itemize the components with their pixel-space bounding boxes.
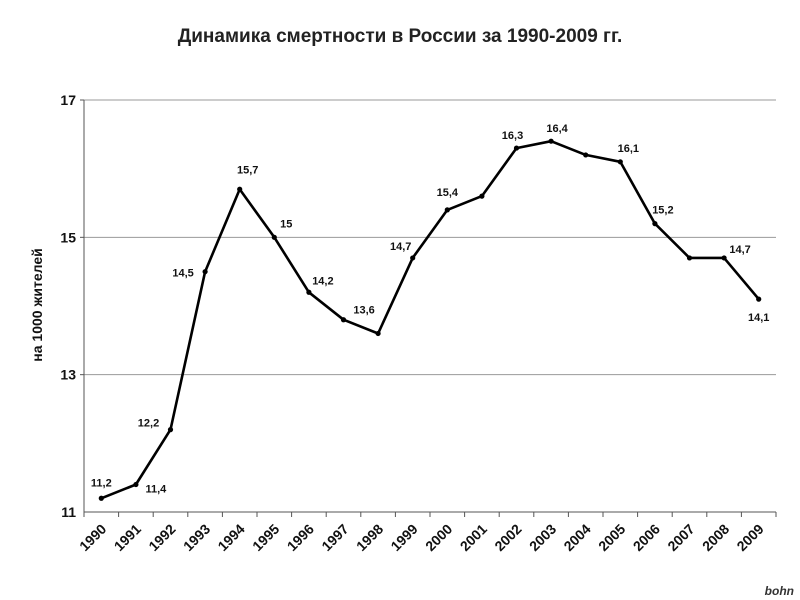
x-tick-label: 1999: [387, 521, 420, 554]
x-tick-label: 1994: [214, 521, 247, 554]
data-point: [133, 481, 139, 488]
x-tick-label: 2007: [664, 521, 697, 554]
x-tick-label: 1997: [318, 521, 351, 554]
data-point: [583, 152, 589, 158]
data-label: 15,7: [237, 164, 258, 176]
y-tick-label: 13: [60, 367, 76, 383]
x-tick-label: 1993: [180, 521, 213, 554]
data-label: 14,7: [390, 241, 411, 253]
data-point: [444, 207, 450, 213]
x-tick-label: 1996: [284, 521, 317, 554]
x-tick-label: 2002: [491, 521, 524, 554]
y-tick-labels: 11 13 15 17: [60, 92, 76, 520]
watermark: bohn: [764, 584, 794, 598]
x-tick-label: 2004: [560, 521, 593, 554]
x-tick-label: 1995: [249, 521, 282, 554]
data-point: [756, 296, 762, 302]
x-tick-label: 2009: [733, 521, 766, 554]
data-point: [306, 289, 312, 295]
data-label: 15,4: [437, 187, 459, 199]
x-tick-label: 2001: [457, 521, 490, 554]
y-tick-label: 11: [61, 504, 76, 520]
data-point: [652, 221, 658, 227]
data-point: [202, 269, 208, 275]
x-tick-label: 2005: [595, 521, 628, 554]
data-point: [271, 234, 277, 240]
data-point: [686, 255, 693, 261]
x-tick-label: 1991: [111, 521, 144, 554]
x-tick-label: 1998: [353, 521, 386, 554]
series-polyline: [100, 139, 760, 500]
data-label: 16,4: [546, 123, 568, 135]
x-tick-label: 2008: [699, 521, 732, 554]
data-point: [548, 138, 554, 144]
x-tick-label: 2003: [526, 521, 559, 554]
y-tick-label: 15: [60, 229, 76, 245]
x-tick-label: 1990: [76, 521, 109, 554]
data-label: 11,4: [145, 484, 167, 496]
data-label: 16,3: [502, 130, 523, 142]
x-tick-label: 2006: [630, 521, 663, 554]
data-point: [617, 159, 623, 165]
x-tick-labels: 1990 1991 1992 1993 1994 1995 1996 1997 1998 1999…: [76, 521, 767, 554]
data-point: [721, 255, 727, 261]
data-label: 14,2: [312, 275, 333, 287]
data-points: [98, 138, 762, 501]
data-labels: 11,2 11,4 12,2 14,5 15,7 15 14,2 13,6 14,7 15,4 16…: [91, 123, 770, 495]
data-point: [479, 193, 485, 199]
grid-lines: [84, 99, 776, 376]
y-axis-label: на 1000 жителей: [29, 248, 45, 361]
data-label: 14,7: [729, 244, 750, 256]
data-label: 14,5: [172, 268, 193, 280]
data-label: 15,2: [652, 205, 673, 217]
series-line: [100, 139, 760, 500]
x-tick-label: 1992: [145, 521, 178, 554]
x-tick-label: 2000: [422, 521, 455, 554]
data-label: 13,6: [353, 304, 374, 316]
chart-title: Динамика смертности в России за 1990-200…: [177, 26, 623, 47]
data-label: 11,2: [91, 477, 112, 489]
y-tick-label: 17: [60, 92, 76, 108]
data-point: [410, 255, 416, 261]
data-label: 14,1: [748, 312, 769, 324]
data-point: [98, 495, 104, 501]
axes: [80, 99, 777, 517]
data-label: 16,1: [618, 143, 639, 155]
data-point: [237, 186, 243, 192]
data-point: [375, 330, 381, 337]
data-point: [513, 145, 520, 151]
data-label: 12,2: [138, 418, 159, 430]
data-point: [340, 317, 347, 323]
data-point: [167, 427, 174, 433]
data-label: 15: [280, 218, 292, 230]
